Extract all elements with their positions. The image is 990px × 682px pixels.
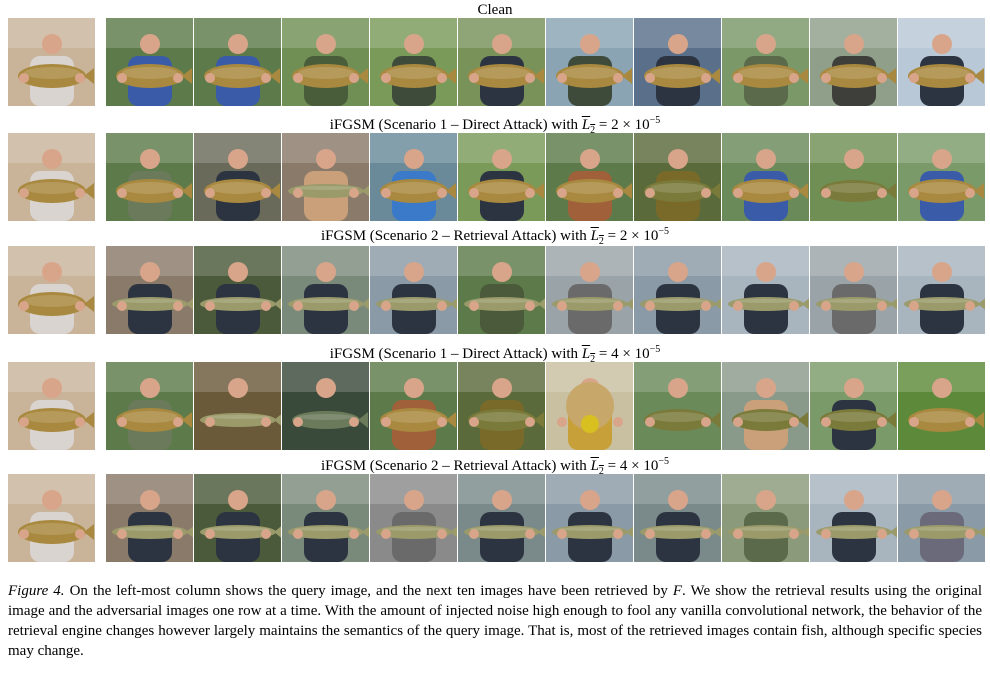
retrieved-image xyxy=(106,474,193,562)
image-row-scenario2-4e-5 xyxy=(8,474,985,562)
retrieved-image xyxy=(370,474,457,562)
retrieved-image xyxy=(106,246,193,334)
retrieved-image xyxy=(370,18,457,106)
figure-4: Clean iFGSM (Scenario 1 – Direct Attack)… xyxy=(8,2,985,562)
retrieved-image xyxy=(194,18,281,106)
retrieved-image xyxy=(106,18,193,106)
image-row-clean xyxy=(8,18,985,106)
retrieved-image xyxy=(370,133,457,221)
query-image xyxy=(8,474,95,562)
retrieved-image xyxy=(810,362,897,450)
retrieved-image xyxy=(194,362,281,450)
retrieved-image xyxy=(282,246,369,334)
retrieved-image xyxy=(898,133,985,221)
retrieved-image xyxy=(722,474,809,562)
retrieved-image xyxy=(194,246,281,334)
retrieved-image xyxy=(458,18,545,106)
retrieved-image xyxy=(810,133,897,221)
retrieved-image xyxy=(282,18,369,106)
retrieved-image xyxy=(546,474,633,562)
image-row-scenario1-2e-5 xyxy=(8,133,985,221)
figure-caption: Figure 4. On the left-most column shows … xyxy=(8,583,982,659)
retrieved-image xyxy=(634,133,721,221)
retrieved-image xyxy=(546,246,633,334)
retrieved-image xyxy=(634,246,721,334)
retrieved-image xyxy=(898,246,985,334)
retrieved-image xyxy=(458,246,545,334)
retrieved-image xyxy=(282,474,369,562)
retrieved-image xyxy=(634,474,721,562)
retrieved-image xyxy=(722,362,809,450)
retrieved-image xyxy=(546,18,633,106)
retrieved-image xyxy=(546,133,633,221)
retrieved-image xyxy=(898,474,985,562)
row-title-clean: Clean xyxy=(477,2,513,18)
query-image xyxy=(8,18,95,106)
query-image xyxy=(8,246,95,334)
retrieved-image xyxy=(898,362,985,450)
retrieved-image xyxy=(370,246,457,334)
retrieved-image xyxy=(282,362,369,450)
retrieved-image xyxy=(722,133,809,221)
retrieved-image xyxy=(810,18,897,106)
retrieved-image xyxy=(370,362,457,450)
retrieved-image xyxy=(458,133,545,221)
retrieved-image xyxy=(458,362,545,450)
retrieved-image xyxy=(898,18,985,106)
image-row-scenario2-2e-5 xyxy=(8,246,985,334)
retrieved-image xyxy=(722,18,809,106)
row-title-scenario2-2e-5: iFGSM (Scenario 2 – Retrieval Attack) wi… xyxy=(321,226,669,247)
retrieved-image xyxy=(106,133,193,221)
query-image xyxy=(8,362,95,450)
retrieved-image xyxy=(634,18,721,106)
retrieved-image xyxy=(106,362,193,450)
retrieved-image xyxy=(194,133,281,221)
retrieved-image xyxy=(546,362,633,450)
query-image xyxy=(8,133,95,221)
retrieved-image xyxy=(634,362,721,450)
retrieved-image xyxy=(458,474,545,562)
row-title-scenario2-4e-5: iFGSM (Scenario 2 – Retrieval Attack) wi… xyxy=(321,456,669,477)
retrieved-image xyxy=(722,246,809,334)
retrieved-image xyxy=(810,474,897,562)
retrieved-image xyxy=(810,246,897,334)
row-title-scenario1-2e-5: iFGSM (Scenario 1 – Direct Attack) with … xyxy=(329,115,661,136)
caption-label: Figure 4. xyxy=(8,583,65,599)
image-row-scenario1-4e-5 xyxy=(8,362,985,450)
retrieved-image xyxy=(194,474,281,562)
row-title-scenario1-4e-5: iFGSM (Scenario 1 – Direct Attack) with … xyxy=(329,344,661,365)
retrieved-image xyxy=(282,133,369,221)
